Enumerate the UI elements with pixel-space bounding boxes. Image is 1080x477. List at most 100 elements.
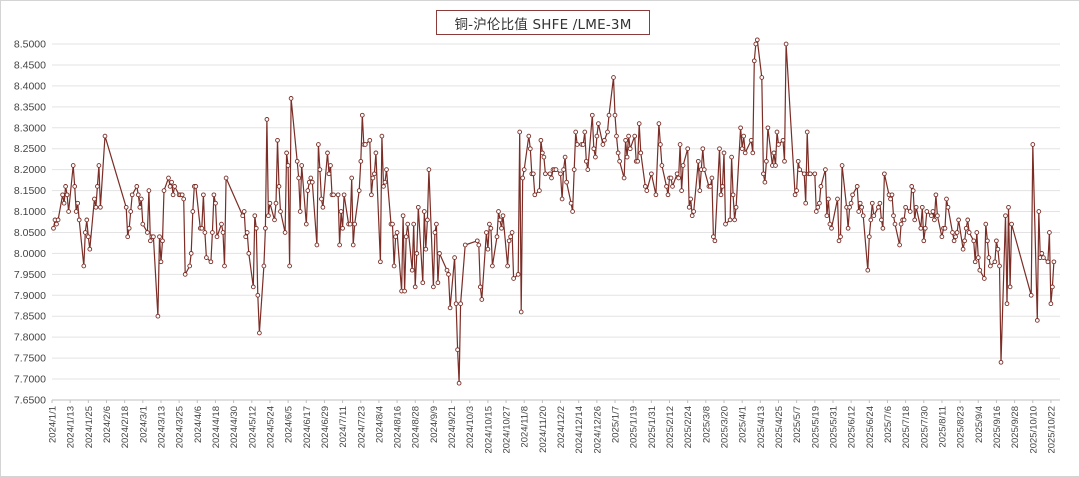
data-point — [764, 158, 769, 164]
data-point — [403, 234, 409, 240]
data-point — [494, 234, 500, 240]
data-point — [627, 146, 633, 152]
data-point — [367, 137, 373, 143]
data-point — [804, 129, 810, 135]
data-point — [518, 309, 524, 315]
data-point — [54, 221, 59, 227]
data-point — [951, 238, 957, 244]
data-point — [84, 217, 90, 223]
x-axis: 2024/1/1 2024/1/13 2024/1/25 2024/2/6 2024/2… — [48, 399, 1060, 454]
data-point — [730, 192, 736, 198]
data-point — [718, 192, 724, 198]
data-point — [568, 200, 574, 206]
data-point — [679, 188, 684, 193]
x-tick-label: 2025/8/11 — [937, 406, 948, 448]
data-point — [282, 230, 288, 235]
data-point — [267, 200, 273, 206]
data-point — [688, 196, 694, 202]
data-point — [426, 167, 432, 172]
data-point — [187, 263, 193, 269]
x-tick-label: 2024/8/28 — [411, 406, 422, 448]
data-point — [562, 154, 568, 160]
data-point — [201, 192, 206, 198]
data-point — [794, 188, 799, 193]
data-point — [263, 225, 268, 231]
data-point — [484, 230, 489, 235]
data-point — [912, 217, 918, 223]
data-point — [477, 284, 483, 290]
x-tick-label: 2024/8/4 — [374, 406, 385, 443]
data-point — [73, 209, 79, 214]
data-point — [596, 121, 601, 126]
data-point — [797, 167, 803, 172]
data-point — [933, 192, 939, 198]
x-tick-label: 2025/9/28 — [1010, 406, 1021, 448]
data-point — [246, 251, 252, 256]
data-point — [240, 213, 246, 219]
data-point — [540, 150, 545, 156]
x-tick-label: 2024/1/25 — [84, 406, 95, 448]
chart-title: 铜-沪伦比值 SHFE /LME-3M — [436, 10, 650, 35]
data-point — [776, 142, 781, 147]
data-point — [712, 238, 718, 244]
data-point — [988, 263, 993, 269]
data-point — [960, 246, 966, 252]
data-point — [953, 234, 958, 240]
data-point — [602, 137, 607, 143]
data-point — [860, 213, 866, 219]
data-point — [559, 196, 565, 202]
data-point — [414, 251, 420, 256]
data-point — [172, 184, 177, 189]
data-point — [986, 255, 992, 260]
data-point — [93, 204, 99, 210]
data-point — [85, 234, 91, 240]
data-point — [1034, 318, 1040, 323]
data-point — [717, 146, 722, 152]
data-point — [898, 221, 904, 227]
data-point — [126, 225, 132, 231]
data-point — [632, 133, 638, 139]
y-tick-label: 8.1000 — [14, 206, 46, 218]
data-point — [521, 167, 527, 172]
data-point — [859, 204, 865, 210]
data-point — [847, 204, 852, 210]
data-point — [1028, 292, 1034, 298]
x-tick-label: 2024/12/26 — [592, 406, 603, 454]
data-point — [456, 380, 462, 386]
data-point — [250, 284, 256, 290]
data-point — [129, 192, 135, 198]
data-point — [573, 129, 579, 135]
data-point — [995, 246, 1001, 252]
data-point — [123, 204, 129, 210]
data-point — [676, 175, 681, 181]
data-point — [210, 230, 215, 235]
data-point — [508, 234, 513, 240]
data-point — [685, 146, 691, 152]
x-tick-label: 2025/4/1 — [738, 406, 749, 443]
data-point — [349, 175, 355, 181]
y-tick-label: 7.8000 — [14, 332, 46, 344]
data-point — [170, 192, 176, 198]
x-tick-label: 2025/5/7 — [792, 406, 803, 443]
data-point — [570, 209, 575, 214]
x-tick-label: 2024/3/25 — [175, 406, 186, 448]
data-point — [649, 171, 654, 177]
data-point — [664, 184, 669, 189]
data-point — [421, 209, 427, 214]
data-point — [411, 221, 417, 227]
data-point — [297, 209, 303, 214]
data-point — [331, 192, 336, 198]
data-point — [381, 184, 386, 189]
data-point — [134, 184, 140, 189]
data-point — [496, 209, 501, 214]
data-point — [612, 112, 618, 118]
data-point — [63, 184, 68, 189]
x-tick-label: 2024/5/12 — [247, 406, 258, 448]
data-point — [294, 158, 300, 164]
data-point — [658, 142, 663, 147]
data-point — [919, 204, 925, 210]
data-point — [316, 142, 321, 147]
data-point — [326, 171, 332, 177]
data-point — [564, 179, 569, 185]
data-point — [420, 280, 426, 286]
